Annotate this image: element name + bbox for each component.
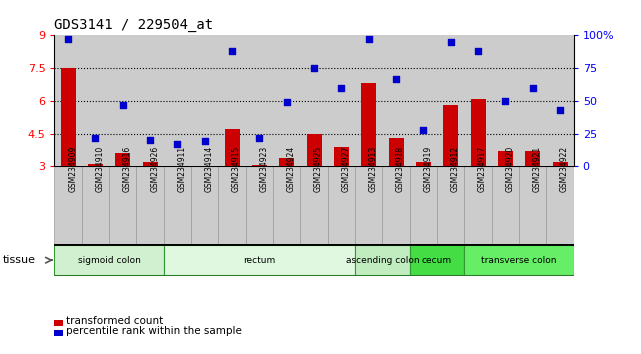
Bar (246, 166, 273, 244)
Text: GSM234926: GSM234926 (150, 145, 159, 192)
Point (445, 39, 456, 45)
Bar (443, 105, 458, 166)
Point (500, 98, 510, 104)
Bar (191, 166, 219, 244)
Bar (498, 151, 513, 166)
Bar (164, 245, 355, 275)
Point (473, 48, 483, 54)
Bar (355, 166, 383, 244)
Bar (383, 166, 410, 244)
Bar (142, 162, 158, 166)
Point (227, 48, 237, 54)
Bar (82, 166, 109, 244)
Bar (273, 166, 301, 244)
Bar (328, 166, 355, 244)
Bar (464, 245, 574, 275)
Text: GSM234920: GSM234920 (505, 145, 514, 192)
Point (199, 139, 210, 144)
Text: GSM234918: GSM234918 (396, 145, 405, 192)
Bar (301, 166, 328, 244)
Point (90, 135, 101, 141)
Text: transformed count: transformed count (66, 316, 163, 326)
Bar (410, 166, 437, 244)
Text: GSM234916: GSM234916 (123, 145, 132, 192)
Text: GSM234911: GSM234911 (178, 145, 187, 192)
Point (309, 65, 319, 71)
Point (555, 107, 565, 113)
Text: percentile rank within the sample: percentile rank within the sample (66, 326, 242, 336)
Text: GSM234921: GSM234921 (533, 145, 542, 192)
Bar (306, 133, 322, 166)
Bar (224, 129, 240, 166)
Text: GSM234922: GSM234922 (560, 145, 569, 192)
Bar (410, 245, 464, 275)
Text: tissue: tissue (3, 255, 36, 265)
Text: GSM234909: GSM234909 (68, 145, 77, 192)
Text: ascending colon: ascending colon (345, 256, 419, 265)
Bar (88, 164, 103, 166)
Bar (219, 166, 246, 244)
Text: GSM234925: GSM234925 (314, 145, 323, 192)
Point (391, 76, 401, 81)
Bar (109, 166, 137, 244)
Bar (388, 138, 404, 166)
Text: sigmoid colon: sigmoid colon (78, 256, 140, 265)
Bar (137, 166, 164, 244)
Text: GSM234923: GSM234923 (260, 145, 269, 192)
Text: GSM234924: GSM234924 (287, 145, 296, 192)
Point (419, 127, 429, 132)
Text: transverse colon: transverse colon (481, 256, 557, 265)
Bar (54, 245, 164, 275)
Bar (492, 166, 519, 244)
Point (254, 135, 265, 141)
Bar (61, 68, 76, 166)
Bar (525, 151, 540, 166)
Text: GSM234912: GSM234912 (451, 145, 460, 192)
Bar (252, 165, 267, 166)
Point (337, 85, 347, 91)
Bar (355, 245, 410, 275)
Text: GSM234913: GSM234913 (369, 145, 378, 192)
Point (63, 36, 73, 42)
Bar (279, 158, 294, 166)
Point (172, 141, 183, 147)
Bar (553, 162, 567, 166)
Text: GSM234910: GSM234910 (96, 145, 104, 192)
Point (528, 85, 538, 91)
Text: GSM234917: GSM234917 (478, 145, 487, 192)
Text: GSM234914: GSM234914 (204, 145, 214, 192)
Text: rectum: rectum (244, 256, 276, 265)
Text: GDS3141 / 229504_at: GDS3141 / 229504_at (54, 18, 213, 32)
Text: GSM234927: GSM234927 (342, 145, 351, 192)
Point (118, 102, 128, 108)
Bar (464, 166, 492, 244)
Bar (115, 153, 130, 166)
Bar (164, 166, 191, 244)
Point (145, 137, 155, 143)
Point (363, 36, 374, 42)
Point (281, 99, 292, 105)
Text: GSM234919: GSM234919 (424, 145, 433, 192)
Bar (54, 166, 82, 244)
Text: GSM234915: GSM234915 (232, 145, 241, 192)
Bar (546, 166, 574, 244)
Bar (416, 162, 431, 166)
Bar (470, 99, 486, 166)
Bar (519, 166, 546, 244)
Text: cecum: cecum (422, 256, 452, 265)
Bar (437, 166, 464, 244)
Bar (334, 147, 349, 166)
Bar (362, 84, 376, 166)
